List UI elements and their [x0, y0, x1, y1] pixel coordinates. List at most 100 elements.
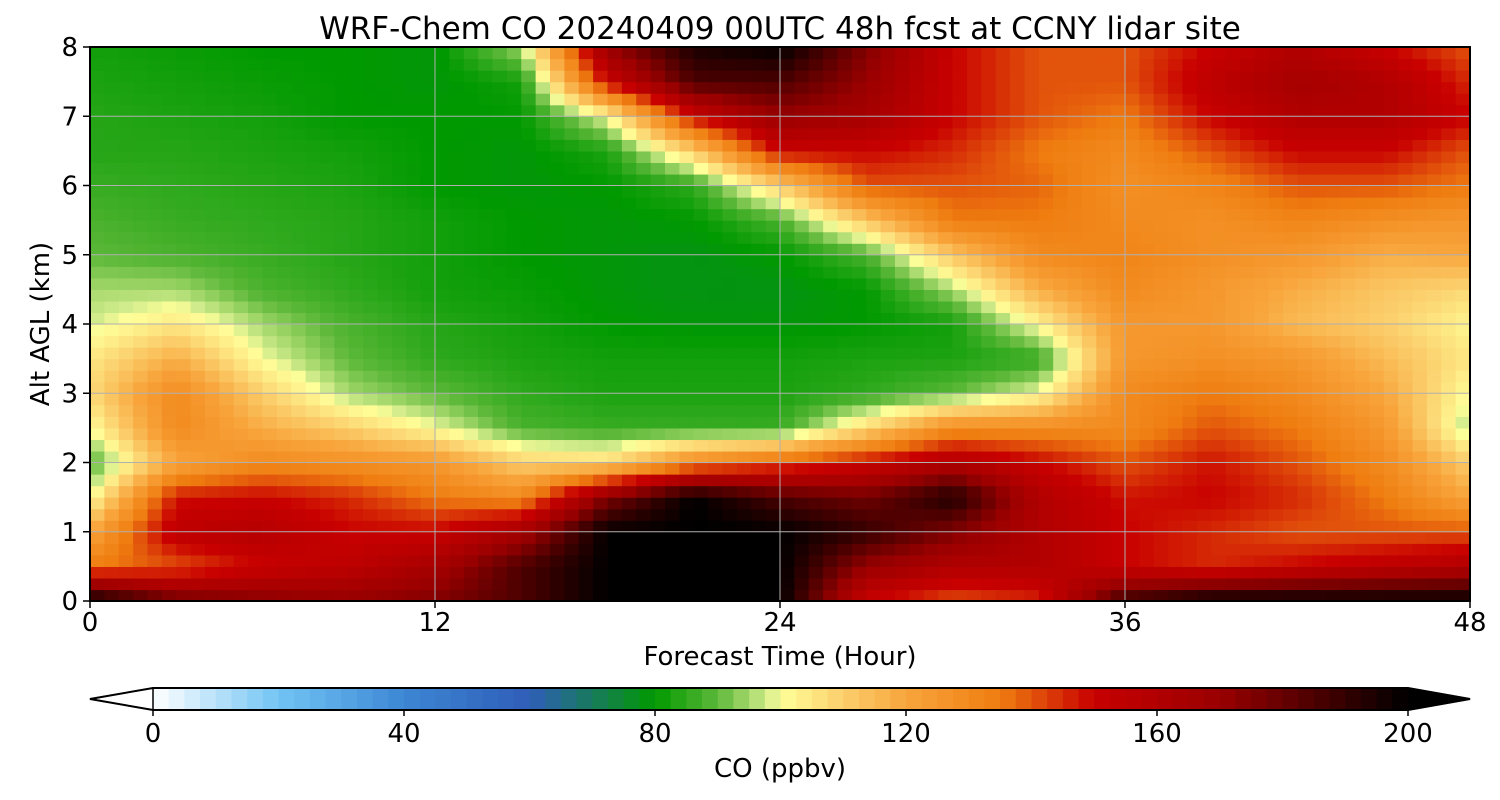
heatmap-cell	[320, 485, 335, 498]
heatmap-cell	[1441, 404, 1457, 417]
heatmap-cell	[621, 127, 637, 140]
heatmap-cell	[176, 485, 192, 498]
heatmap-cell	[1168, 450, 1184, 464]
heatmap-cell	[161, 266, 177, 279]
heatmap-cell	[1053, 508, 1069, 521]
heatmap-cell	[205, 566, 220, 579]
heatmap-cell	[233, 289, 249, 302]
heatmap-cell	[808, 450, 824, 464]
heatmap-cell	[478, 462, 494, 475]
heatmap-cell	[1153, 335, 1169, 348]
heatmap-cell	[1024, 393, 1040, 406]
heatmap-cell	[1455, 404, 1470, 417]
heatmap-cell	[938, 139, 954, 152]
heatmap-cell	[1283, 566, 1299, 579]
heatmap-cell	[1225, 324, 1241, 337]
heatmap-cell	[866, 127, 882, 140]
heatmap-cell	[449, 404, 465, 417]
heatmap-cell	[161, 300, 177, 314]
heatmap-cell	[593, 104, 609, 117]
colorbar-segment	[482, 688, 499, 710]
heatmap-cell	[751, 416, 767, 429]
heatmap-cell	[880, 197, 896, 210]
heatmap-cell	[1340, 93, 1356, 106]
heatmap-cell	[391, 335, 407, 348]
heatmap-cell	[1168, 508, 1184, 521]
heatmap-cell	[938, 566, 954, 579]
heatmap-cell	[550, 358, 565, 371]
heatmap-cell	[219, 566, 235, 579]
heatmap-cell	[1038, 208, 1054, 221]
heatmap-cell	[133, 520, 149, 533]
heatmap-cell	[506, 173, 522, 187]
heatmap-cell	[420, 185, 436, 198]
heatmap-cell	[435, 543, 450, 556]
heatmap-cell	[161, 220, 177, 233]
heatmap-cell	[794, 185, 810, 198]
heatmap-cell	[1053, 197, 1069, 210]
heatmap-cell	[593, 266, 609, 279]
heatmap-cell	[1240, 393, 1255, 406]
heatmap-cell	[995, 370, 1011, 383]
heatmap-cell	[1455, 554, 1470, 567]
heatmap-cell	[593, 58, 609, 71]
heatmap-cell	[1240, 312, 1255, 325]
heatmap-cell	[1024, 58, 1040, 71]
heatmap-cell	[679, 58, 695, 71]
heatmap-cell	[1326, 566, 1342, 579]
colorbar-segment	[576, 688, 593, 710]
heatmap-cell	[708, 439, 724, 452]
heatmap-cell	[190, 300, 206, 314]
heatmap-cell	[478, 220, 494, 233]
heatmap-cell	[708, 81, 724, 94]
heatmap-cell	[952, 358, 968, 371]
heatmap-cell	[363, 277, 379, 290]
heatmap-cell	[435, 104, 450, 117]
heatmap-cell	[1067, 81, 1083, 94]
heatmap-cell	[1196, 381, 1212, 394]
heatmap-cell	[1383, 358, 1399, 371]
heatmap-cell	[276, 404, 292, 417]
heatmap-cell	[363, 589, 379, 601]
heatmap-cell	[1225, 47, 1241, 60]
heatmap-cell	[995, 324, 1011, 337]
heatmap-cell	[205, 93, 220, 106]
heatmap-cell	[765, 208, 781, 221]
heatmap-cell	[866, 485, 882, 498]
heatmap-cell	[104, 47, 120, 60]
heatmap-cell	[1426, 566, 1442, 579]
heatmap-cell	[377, 566, 393, 579]
heatmap-cell	[693, 139, 709, 152]
heatmap-cell	[305, 543, 321, 556]
colorbar-segment	[1313, 688, 1331, 710]
heatmap-cell	[780, 173, 795, 187]
heatmap-cell	[1297, 254, 1313, 267]
heatmap-cell	[1398, 93, 1414, 106]
heatmap-cell	[104, 381, 120, 394]
heatmap-cell	[1297, 81, 1313, 94]
heatmap-cell	[607, 93, 623, 106]
heatmap-cell	[161, 70, 177, 83]
heatmap-cell	[118, 162, 134, 175]
heatmap-cell	[1038, 416, 1054, 429]
heatmap-cell	[1240, 220, 1255, 233]
heatmap-cell	[190, 231, 206, 244]
heatmap-cell	[895, 370, 910, 383]
heatmap-cell	[118, 277, 134, 290]
heatmap-cell	[248, 370, 264, 383]
heatmap-cell	[348, 381, 364, 394]
heatmap-cell	[1426, 577, 1442, 591]
heatmap-cell	[1168, 173, 1184, 187]
heatmap-cell	[391, 231, 407, 244]
heatmap-cell	[1268, 577, 1284, 591]
heatmap-cell	[90, 254, 105, 267]
heatmap-cell	[176, 312, 192, 325]
heatmap-cell	[1225, 566, 1241, 579]
colorbar-segment	[356, 688, 374, 710]
heatmap-cell	[1211, 47, 1227, 60]
heatmap-cell	[348, 393, 364, 406]
heatmap-cell	[679, 589, 695, 601]
heatmap-cell	[291, 462, 307, 475]
heatmap-cell	[1153, 300, 1169, 314]
heatmap-cell	[1053, 127, 1069, 140]
